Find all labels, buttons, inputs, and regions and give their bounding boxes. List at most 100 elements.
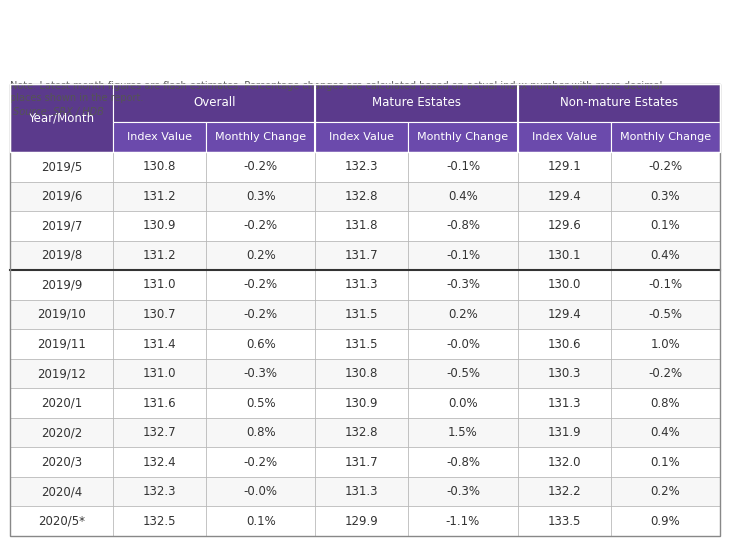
Text: 132.2: 132.2	[548, 485, 581, 498]
Text: Overall: Overall	[193, 96, 236, 109]
Bar	[113, 152, 206, 182]
Bar	[518, 211, 610, 240]
Text: -0.5%: -0.5%	[446, 367, 480, 380]
Bar	[206, 211, 315, 240]
Bar	[315, 270, 408, 300]
Text: 132.8: 132.8	[345, 426, 379, 439]
Bar	[10, 300, 113, 329]
Bar	[610, 270, 720, 300]
Text: 0.4%: 0.4%	[650, 249, 680, 262]
Bar	[315, 506, 408, 536]
Text: Index Value: Index Value	[329, 132, 394, 142]
Bar	[408, 152, 518, 182]
Bar	[10, 182, 113, 211]
Text: 130.9: 130.9	[345, 397, 379, 410]
Text: Non-mature Estates: Non-mature Estates	[560, 96, 678, 109]
Bar	[408, 211, 518, 240]
Text: -0.2%: -0.2%	[244, 279, 277, 292]
Bar	[315, 447, 408, 477]
Bar	[206, 477, 315, 506]
Bar	[206, 388, 315, 418]
Bar	[113, 447, 206, 477]
Bar	[315, 84, 518, 122]
Bar	[408, 240, 518, 270]
Bar	[610, 240, 720, 270]
Text: 130.8: 130.8	[143, 160, 176, 174]
Bar	[518, 300, 610, 329]
Text: 0.3%: 0.3%	[246, 190, 275, 203]
Text: 2020/2: 2020/2	[41, 426, 82, 439]
Text: 131.0: 131.0	[143, 279, 176, 292]
Bar	[315, 300, 408, 329]
Bar	[315, 388, 408, 418]
Text: 129.9: 129.9	[345, 515, 379, 528]
Bar	[206, 300, 315, 329]
Bar	[518, 418, 610, 447]
Text: Monthly Change: Monthly Change	[418, 132, 509, 142]
Bar	[518, 388, 610, 418]
Text: 130.8: 130.8	[345, 367, 379, 380]
Bar	[518, 84, 720, 122]
Bar	[113, 122, 206, 152]
Bar	[315, 477, 408, 506]
Text: Index Value: Index Value	[127, 132, 192, 142]
Text: 130.9: 130.9	[143, 219, 176, 232]
Bar	[408, 329, 518, 359]
Bar	[518, 270, 610, 300]
Bar	[610, 477, 720, 506]
Text: 0.8%: 0.8%	[650, 397, 680, 410]
Text: 129.4: 129.4	[548, 308, 581, 321]
Bar	[610, 418, 720, 447]
Text: 131.2: 131.2	[143, 249, 177, 262]
Text: Year/Month: Year/Month	[28, 112, 95, 125]
Text: Note: Latest month figures are flash estimates. Percentage changes are calculate: Note: Latest month figures are flash est…	[10, 81, 662, 91]
Text: -0.2%: -0.2%	[244, 219, 277, 232]
Text: 129.1: 129.1	[548, 160, 581, 174]
Bar	[408, 300, 518, 329]
Bar	[315, 211, 408, 240]
Text: 0.0%: 0.0%	[448, 397, 477, 410]
Text: -0.8%: -0.8%	[446, 456, 480, 468]
Text: 133.5: 133.5	[548, 515, 581, 528]
Text: -0.3%: -0.3%	[244, 367, 277, 380]
Bar	[10, 84, 113, 152]
Text: 0.2%: 0.2%	[246, 249, 275, 262]
Text: -0.3%: -0.3%	[446, 279, 480, 292]
Bar	[408, 388, 518, 418]
Text: -0.1%: -0.1%	[648, 279, 683, 292]
Text: -0.2%: -0.2%	[244, 160, 277, 174]
Bar	[610, 300, 720, 329]
Bar	[113, 182, 206, 211]
Bar	[610, 329, 720, 359]
Bar	[518, 122, 610, 152]
Bar	[10, 329, 113, 359]
Bar	[10, 359, 113, 388]
Text: 2020/3: 2020/3	[41, 456, 82, 468]
Bar	[113, 418, 206, 447]
Text: 0.3%: 0.3%	[650, 190, 680, 203]
Bar	[518, 240, 610, 270]
Bar	[518, 506, 610, 536]
Text: 2019/9: 2019/9	[41, 279, 82, 292]
Text: Index Value: Index Value	[531, 132, 596, 142]
Text: 132.7: 132.7	[143, 426, 177, 439]
Text: 130.6: 130.6	[548, 337, 581, 350]
Bar	[408, 418, 518, 447]
Text: 0.6%: 0.6%	[246, 337, 275, 350]
Bar	[315, 122, 408, 152]
Bar	[206, 152, 315, 182]
Text: 132.4: 132.4	[143, 456, 177, 468]
Text: 2019/6: 2019/6	[41, 190, 82, 203]
Text: 0.4%: 0.4%	[448, 190, 478, 203]
Text: -0.3%: -0.3%	[446, 485, 480, 498]
Text: -0.5%: -0.5%	[648, 308, 683, 321]
Text: 131.3: 131.3	[345, 279, 379, 292]
Text: 2019/12: 2019/12	[37, 367, 86, 380]
Bar	[518, 182, 610, 211]
Text: 131.0: 131.0	[143, 367, 176, 380]
Text: 0.5%: 0.5%	[246, 397, 275, 410]
Text: 0.1%: 0.1%	[650, 456, 680, 468]
Bar	[610, 506, 720, 536]
Bar	[10, 152, 113, 182]
Text: Monthly Change: Monthly Change	[215, 132, 307, 142]
